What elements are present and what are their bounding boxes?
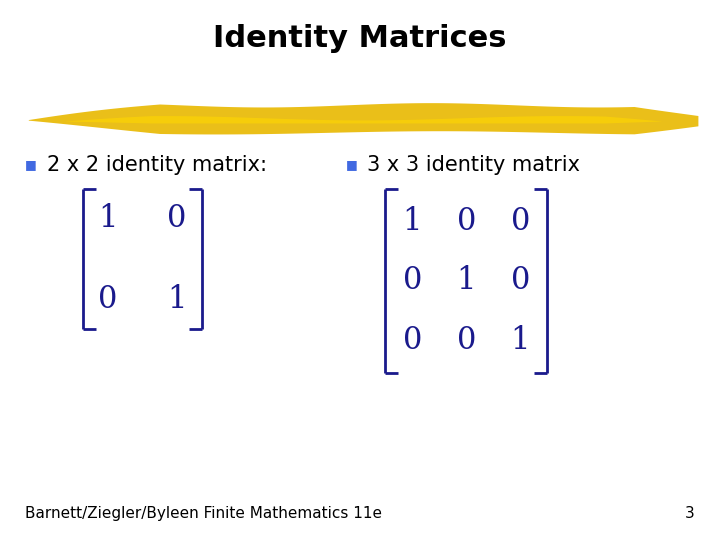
Text: Identity Matrices: Identity Matrices	[213, 24, 507, 53]
Text: ■: ■	[25, 158, 37, 171]
Text: 0: 0	[402, 325, 422, 356]
Text: 0: 0	[510, 265, 530, 296]
Text: ■: ■	[346, 158, 357, 171]
Text: 1: 1	[402, 206, 422, 237]
Text: 0: 0	[167, 203, 186, 234]
Text: 0: 0	[402, 265, 422, 296]
Polygon shape	[65, 116, 662, 124]
Text: 3: 3	[685, 506, 695, 521]
Text: 1: 1	[456, 265, 476, 296]
Text: 1: 1	[167, 284, 186, 315]
Text: 0: 0	[98, 284, 117, 315]
Text: 1: 1	[510, 325, 530, 356]
Text: 0: 0	[456, 206, 476, 237]
Text: Barnett/Ziegler/Byleen Finite Mathematics 11e: Barnett/Ziegler/Byleen Finite Mathematic…	[25, 506, 382, 521]
Text: 3 x 3 identity matrix: 3 x 3 identity matrix	[367, 154, 580, 175]
Polygon shape	[29, 103, 698, 134]
Text: 2 x 2 identity matrix:: 2 x 2 identity matrix:	[47, 154, 267, 175]
Text: 0: 0	[456, 325, 476, 356]
Text: 1: 1	[98, 203, 117, 234]
Text: 0: 0	[510, 206, 530, 237]
